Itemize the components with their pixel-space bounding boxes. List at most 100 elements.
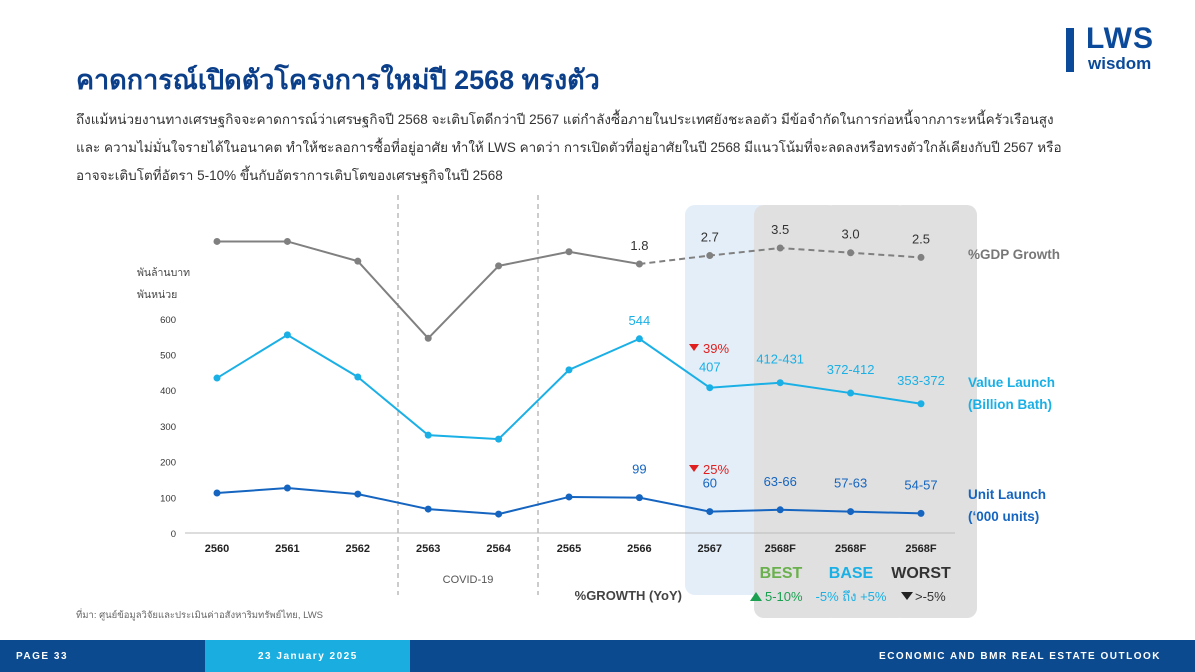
data-point [565, 493, 573, 501]
data-point [424, 334, 432, 342]
data-point [776, 379, 784, 387]
y-axis-label: พันล้านบาท [137, 267, 190, 279]
data-label: 99 [632, 462, 646, 477]
scenario-name: BEST [760, 565, 803, 582]
x-tick-label: 2566 [627, 543, 651, 555]
description-line: และ ความไม่มั่นใจรายได้ในอนาคต ทำให้ชะลอ… [76, 140, 1062, 155]
data-point [354, 490, 362, 498]
y-tick-label: 200 [160, 458, 176, 469]
up-arrow-icon [750, 592, 762, 601]
data-point [847, 249, 855, 257]
data-point [635, 494, 643, 502]
page-number: PAGE 33 [16, 651, 68, 662]
y-tick-label: 600 [160, 315, 176, 326]
unit-change-label: 25% [703, 462, 729, 477]
scenario-growth: 5-10% [765, 589, 803, 604]
data-label: 544 [629, 313, 651, 328]
launch-chart: COVID-19 0 100 200 300 400 500 600 พันล้านบาทพัน… [137, 195, 1060, 618]
highlight-2567 [685, 205, 770, 595]
data-point [917, 509, 925, 517]
scenario-box-worst [892, 205, 977, 618]
page-title: คาดการณ์เปิดตัวโครงการใหม่ปี 2568 ทรงตัว [76, 65, 600, 95]
data-point [917, 400, 925, 408]
scenario-growth: >-5% [915, 589, 946, 604]
growth-label: %GROWTH (YoY) [575, 588, 682, 603]
data-label: 54-57 [904, 477, 937, 492]
data-point [635, 260, 643, 268]
data-label: 3.5 [771, 222, 789, 237]
y-axis-label: พันหน่วย [137, 289, 177, 301]
data-label: 353-372 [897, 373, 945, 388]
data-label: 60 [703, 476, 717, 491]
data-label: 1.8 [630, 238, 648, 253]
scenario-growth: -5% ถึง +5% [816, 589, 887, 604]
description: ถึงแม้หน่วยงานทางเศรษฐกิจจะคาดการณ์ว่าเศ… [76, 106, 1106, 190]
covid-label: COVID-19 [443, 574, 494, 586]
data-point [706, 384, 714, 392]
x-tick-label: 2568F [765, 543, 796, 555]
scenario-box-best [754, 205, 839, 618]
data-point [283, 237, 291, 245]
data-label: 372-412 [827, 362, 875, 377]
x-tick-label: 2560 [205, 543, 229, 555]
y-tick-label: 400 [160, 386, 176, 397]
data-point [706, 508, 714, 516]
source-note: ที่มา: ศูนย์ข้อมูลวิจัยและประเมินค่าอสัง… [76, 610, 324, 621]
x-tick-label: 2568F [905, 543, 936, 555]
y-tick-label: 500 [160, 351, 176, 362]
data-point [213, 489, 221, 497]
description-line: อาจจะเติบโตที่อัตรา 5-10% ขึ้นกับอัตรากา… [76, 168, 503, 183]
value-change-label: 39% [703, 341, 729, 356]
x-tick-label: 2567 [698, 543, 722, 555]
y-tick-label: 0 [171, 529, 176, 540]
data-point [354, 373, 362, 381]
data-point [424, 505, 432, 513]
data-label: 412-431 [756, 352, 804, 367]
data-label: 2.5 [912, 231, 930, 246]
data-point [283, 331, 291, 339]
down-arrow-icon [901, 592, 913, 600]
data-point [565, 248, 573, 256]
data-label: 3.0 [842, 227, 860, 242]
series-line-0 [217, 240, 640, 340]
y-tick-label: 300 [160, 422, 176, 433]
report-title: ECONOMIC AND BMR REAL ESTATE OUTLOOK [879, 651, 1161, 662]
down-arrow-icon [689, 465, 699, 472]
data-point [213, 237, 221, 245]
data-label: 63-66 [764, 474, 797, 489]
scenario-name: WORST [891, 565, 951, 582]
legend-value: (Billion Bath) [968, 397, 1052, 412]
legend-gdp: %GDP Growth [968, 247, 1060, 262]
y-tick-label: 100 [160, 493, 176, 504]
data-point [917, 253, 925, 261]
data-point [495, 510, 503, 518]
data-point [847, 389, 855, 397]
x-tick-label: 2561 [275, 543, 299, 555]
legend-unit: Unit Launch [968, 487, 1046, 502]
data-point [776, 244, 784, 252]
data-point [424, 431, 432, 439]
data-point [776, 506, 784, 514]
data-point [354, 257, 362, 265]
scenario-name: BASE [829, 565, 874, 582]
data-point [213, 374, 221, 382]
data-point [495, 435, 503, 443]
data-point [847, 508, 855, 516]
x-tick-label: 2568F [835, 543, 866, 555]
data-label: 407 [699, 360, 721, 375]
down-arrow-icon [689, 344, 699, 351]
x-tick-label: 2563 [416, 543, 440, 555]
data-point [565, 366, 573, 374]
footer: PAGE 33 23 January 2025 ECONOMIC AND BMR… [0, 640, 1195, 672]
data-point [495, 262, 503, 270]
data-point [283, 484, 291, 492]
x-tick-label: 2565 [557, 543, 581, 555]
legend-value: Value Launch [968, 375, 1055, 390]
data-point [635, 335, 643, 343]
data-label: 2.7 [701, 230, 719, 245]
x-tick-label: 2562 [346, 543, 370, 555]
data-point [706, 252, 714, 260]
scenario-box-base [823, 205, 908, 618]
footer-date: 23 January 2025 [258, 651, 358, 662]
data-label: 57-63 [834, 476, 867, 491]
